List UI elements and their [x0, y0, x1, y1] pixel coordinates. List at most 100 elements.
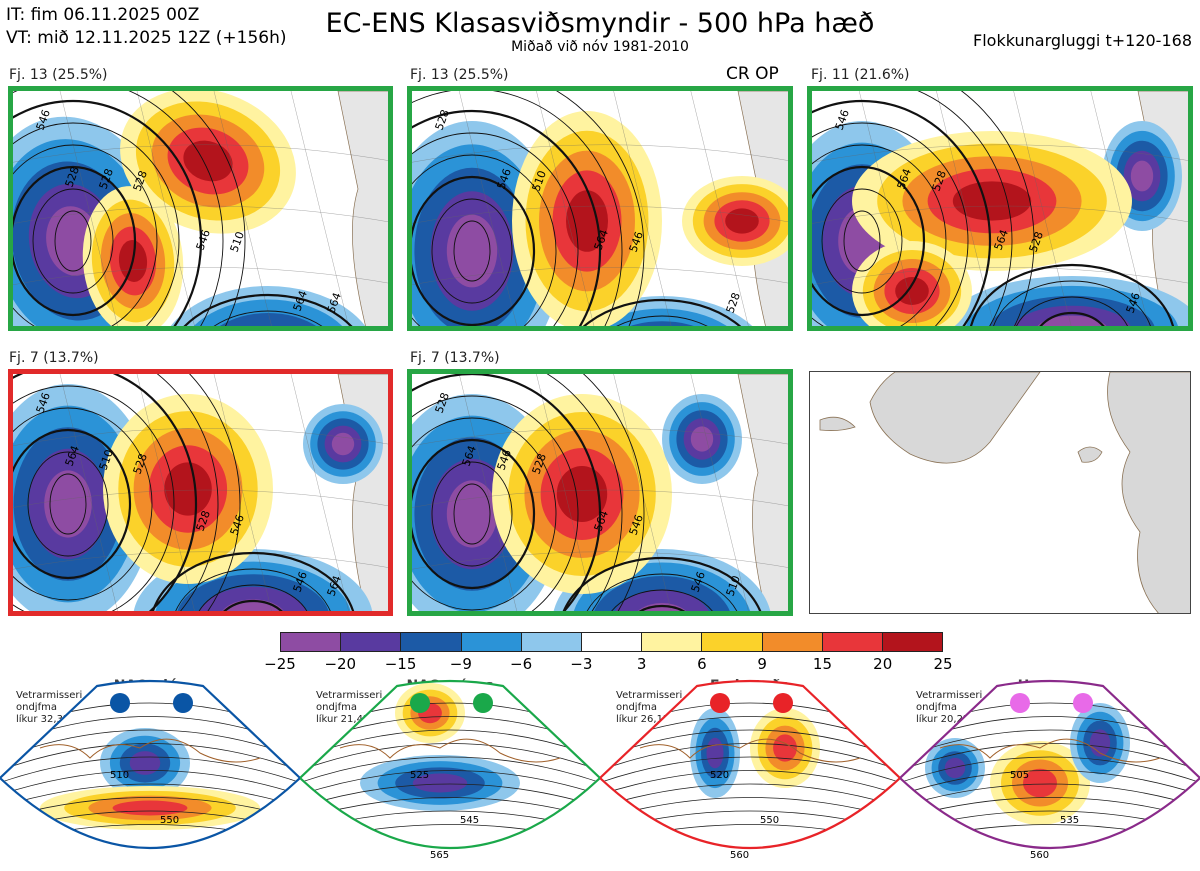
colorbar-swatch [401, 633, 462, 651]
positive-anomaly-region [395, 683, 465, 743]
colorbar-tick-label: 25 [933, 655, 953, 673]
positive-anomaly-region [750, 708, 820, 788]
negative-anomaly-region [100, 728, 190, 798]
coastline [939, 738, 1161, 763]
regime-contour-label: 560 [1030, 850, 1049, 861]
regime-dot [1010, 693, 1030, 713]
colorbar-swatch [762, 633, 823, 651]
europe-shape [1107, 372, 1190, 613]
regime-contour-label: 510 [110, 770, 129, 781]
regime-note: Vetrarmisseri ondjfma líkur 26,1% [616, 690, 683, 725]
regime-note: Vetrarmisseri ondjfma líkur 20,2% [916, 690, 983, 725]
cluster-map-3: 546 528 528 546 564 564 [807, 86, 1193, 331]
valid-time: VT: mið 12.11.2025 12Z (+156h) [6, 28, 287, 48]
graticule [412, 91, 788, 326]
colorbar-tick-label: 20 [873, 655, 893, 673]
colorbar-swatch [581, 633, 643, 651]
iceland-shape [1077, 446, 1103, 463]
cluster-map-5: 528 528 546 510 546 564 546 564 [407, 369, 793, 616]
regime-contour-label: 560 [730, 850, 749, 861]
colorbar-tick-label: 9 [757, 655, 767, 673]
height-contours [13, 374, 355, 611]
regime-map-svg: 520 550 560 [600, 679, 900, 861]
cluster-map-1: 546 528 510 564 528 546 564 528 [8, 86, 393, 331]
height-contours [412, 374, 762, 611]
graticule [412, 374, 788, 611]
regime-contour-label: 535 [1060, 815, 1079, 826]
panel-label-4: Fj. 7 (13.7%) [9, 350, 99, 366]
positive-anomaly-region [40, 786, 260, 830]
regime-dot [473, 693, 493, 713]
initial-time: IT: fim 06.11.2025 00Z [6, 5, 200, 25]
graticule [13, 91, 388, 326]
colorbar-tick-label: 15 [812, 655, 832, 673]
coastline [339, 738, 561, 763]
regime-note: Vetrarmisseri ondjfma líkur 32,3% [16, 690, 83, 725]
colorbar-tick-label: 6 [697, 655, 707, 673]
positive-anomaly-region [492, 394, 672, 594]
regime-map-svg: 510 550 [0, 679, 300, 850]
regime-note: Vetrarmisseri ondjfma líkur 21,4% [316, 690, 383, 725]
negative-anomaly-region [925, 738, 985, 798]
regime-map-svg: 525 545 565 [300, 679, 600, 861]
negative-anomaly-region [690, 708, 740, 798]
negative-anomaly-region [360, 755, 520, 811]
colorbar-swatch [882, 633, 943, 651]
positive-anomaly-region [120, 91, 296, 234]
graticule [13, 374, 388, 611]
negative-anomaly-region [662, 394, 742, 484]
page-title: EC-ENS Klasasviðsmyndir - 500 hPa hæð [325, 8, 875, 39]
height-contours [812, 91, 1175, 326]
colorbar-swatch [341, 633, 402, 651]
cluster-map-2: 528 510 546 528 546 564 [407, 86, 793, 331]
colorbar-tick-label: −20 [324, 655, 357, 673]
colorbar-tick-label: 3 [636, 655, 647, 673]
colorbar-swatch [642, 633, 703, 651]
panel-label-5: Fj. 7 (13.7%) [410, 350, 500, 366]
colorbar-swatch [521, 633, 582, 651]
regime-contour-label: 550 [760, 815, 779, 826]
height-contours [412, 91, 742, 326]
regime-dot [1073, 693, 1093, 713]
regime-contour-label: 565 [430, 850, 449, 861]
negative-anomaly-region [170, 286, 366, 326]
panel-extra-label: CR OP [726, 64, 779, 84]
regime-dot [110, 693, 130, 713]
colorbar-tick-label: −9 [449, 655, 472, 673]
graticule [812, 91, 1188, 326]
regime-dot [410, 693, 430, 713]
coastline [639, 738, 861, 763]
greenland-shape [869, 372, 1041, 464]
regime-map-svg: 505 535 560 [900, 679, 1200, 861]
colorbar-tick-label: −15 [384, 655, 417, 673]
regime-contour-label: 550 [160, 815, 179, 826]
positive-anomaly-region [682, 176, 788, 266]
regime-contour-label: 520 [710, 770, 729, 781]
negative-anomaly-region [1070, 703, 1130, 783]
positive-anomaly-region [852, 131, 1132, 271]
panel-label-1: Fj. 13 (25.5%) [9, 67, 108, 83]
panel-label-2: Fj. 13 (25.5%) [410, 67, 509, 83]
colorbar-tick-label: −3 [570, 655, 593, 673]
regime-dot [710, 693, 730, 713]
regime-contour-label: 525 [410, 770, 429, 781]
coastline [39, 738, 261, 763]
height-contours [13, 91, 353, 326]
regime-contour-label: 505 [1010, 770, 1029, 781]
regime-dot [173, 693, 193, 713]
header-info: IT: fim 06.11.2025 00Z VT: mið 12.11.202… [6, 4, 287, 50]
colorbar-tick-label: −6 [510, 655, 533, 673]
land-shape [737, 374, 788, 611]
negative-anomaly-region [303, 404, 383, 484]
colorbar [280, 632, 943, 652]
panel-label-3: Fj. 11 (21.6%) [811, 67, 910, 83]
positive-anomaly-region [512, 111, 662, 326]
